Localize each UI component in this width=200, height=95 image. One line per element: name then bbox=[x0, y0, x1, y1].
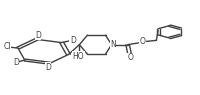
Text: O: O bbox=[127, 53, 133, 62]
Text: D: D bbox=[13, 58, 19, 67]
Text: N: N bbox=[110, 40, 115, 49]
Text: HO: HO bbox=[72, 52, 84, 61]
Text: Cl: Cl bbox=[3, 42, 11, 51]
Text: O: O bbox=[139, 37, 145, 46]
Text: D: D bbox=[69, 36, 75, 45]
Text: D: D bbox=[35, 31, 41, 40]
Text: D: D bbox=[45, 63, 51, 72]
